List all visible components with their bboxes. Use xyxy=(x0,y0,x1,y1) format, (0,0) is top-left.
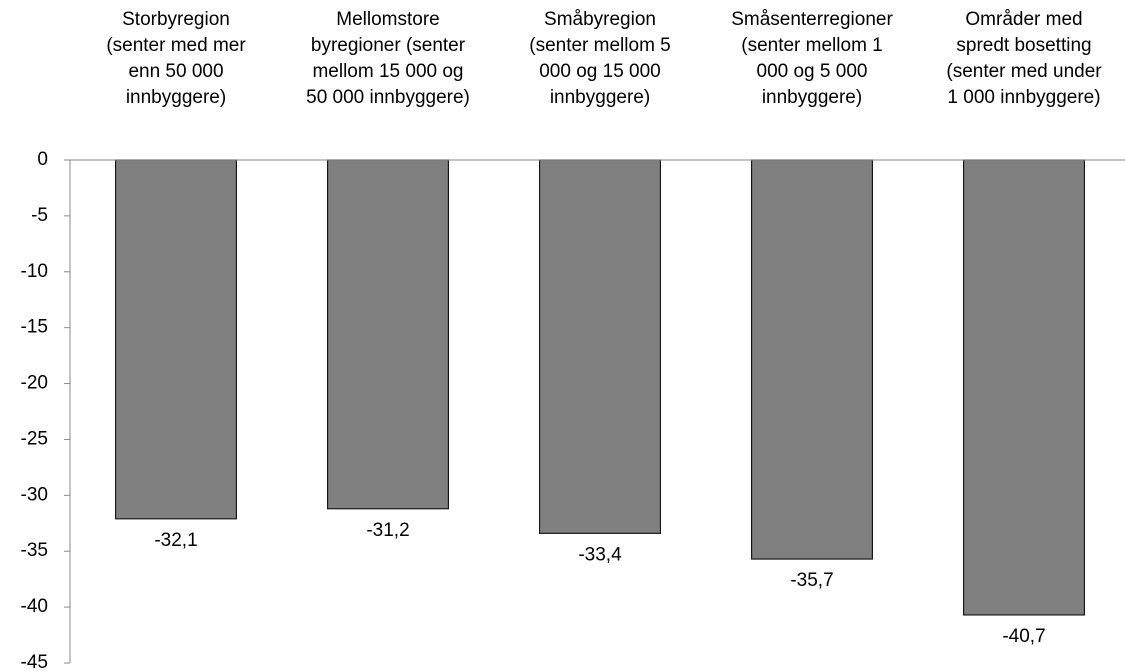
category-label: Mellomstore byregioner (senter mellom 15… xyxy=(306,9,470,108)
y-tick-label: -40 xyxy=(21,596,48,617)
category-label: Storbyregion (senter med mer enn 50 000 … xyxy=(106,9,246,108)
y-tick-label: -10 xyxy=(21,261,48,282)
data-label: -31,2 xyxy=(366,520,409,541)
y-tick-label: -45 xyxy=(21,652,48,672)
bar xyxy=(538,159,662,534)
y-tick-label: -30 xyxy=(21,484,48,505)
bar xyxy=(750,159,874,560)
y-tick-label: -5 xyxy=(31,205,48,226)
bar xyxy=(962,159,1086,616)
y-tick-label: -15 xyxy=(21,317,48,338)
category-label: Områder med spredt bosetting (senter med… xyxy=(946,9,1102,108)
y-tick-label: -20 xyxy=(21,373,48,394)
bar xyxy=(326,159,450,510)
y-tick-label: -35 xyxy=(21,540,48,561)
category-label: Småbyregion (senter mellom 5 000 og 15 0… xyxy=(529,9,671,108)
data-label: -40,7 xyxy=(1002,626,1045,647)
data-label: -35,7 xyxy=(790,570,833,591)
category-label: Småsenterregioner (senter mellom 1 000 o… xyxy=(731,9,893,108)
data-label: -33,4 xyxy=(578,544,622,565)
y-tick-label: 0 xyxy=(37,149,48,170)
data-label: -32,1 xyxy=(154,530,197,551)
y-tick-label: -25 xyxy=(21,428,48,449)
bar xyxy=(114,159,238,520)
